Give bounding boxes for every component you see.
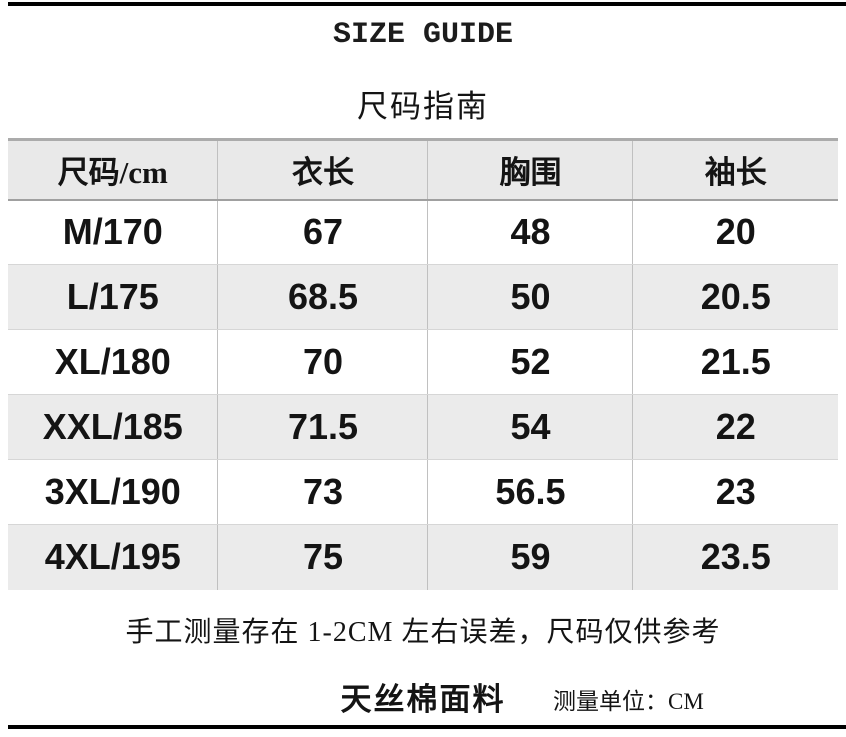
table-body: M/170 67 48 20 L/175 68.5 50 20.5 XL/180 70 52 21.5… (8, 199, 838, 590)
measurement-cell: 23 (632, 459, 838, 525)
bottom-rule (8, 725, 846, 729)
measure-unit-label: 测量单位：CM (553, 689, 704, 714)
column-header: 袖长 (632, 139, 838, 201)
table-row: XXL/185 71.5 54 22 (8, 394, 838, 460)
measurement-cell: 22 (632, 394, 838, 460)
measurement-cell: 20 (632, 199, 838, 265)
measurement-cell: 70 (217, 329, 429, 395)
measurement-cell: 52 (427, 329, 634, 395)
table-row: XL/180 70 52 21.5 (8, 329, 838, 395)
measurement-cell: 67 (217, 199, 429, 265)
measurement-cell: 23.5 (700, 536, 771, 578)
table-row: M/170 67 48 20 (8, 199, 838, 265)
measurement-cell: 54 (427, 394, 634, 460)
column-header: 衣长 (217, 139, 429, 201)
measurement-cell: 75 (217, 524, 429, 590)
table-row: 4XL/195 75 59 23.5 (8, 524, 838, 590)
size-cell: XXL/185 (8, 394, 219, 460)
tolerance-note: 手工测量存在 1-2CM 左右误差，尺码仅供参考 (125, 617, 721, 648)
page-subtitle: 尺码指南 (357, 89, 489, 124)
column-header: 胸围 (427, 139, 634, 201)
measurement-cell: 56.5 (427, 459, 634, 525)
measurement-cell: 68.5 (217, 264, 429, 330)
size-table: 尺码/cm 衣长 胸围 袖长 M/170 67 48 20 L/175 68.5 50 20.5 XL… (8, 138, 838, 590)
fabric-label: 天丝棉面料 (340, 682, 506, 717)
size-cell: 3XL/190 (8, 459, 219, 525)
page-title: SIZE GUIDE (332, 18, 514, 52)
measurement-cell: 71.5 (217, 394, 429, 460)
column-header: 尺码/cm (8, 139, 219, 201)
measurement-cell: 59 (427, 524, 634, 590)
size-cell: L/175 (8, 264, 219, 330)
measurement-cell: 48 (427, 199, 634, 265)
size-cell: M/170 (8, 199, 219, 265)
measurement-cell: 73 (217, 459, 429, 525)
table-row: 3XL/190 73 56.5 23 (8, 459, 838, 525)
table-row: L/175 68.5 50 20.5 (8, 264, 838, 330)
measurement-cell: 20.5 (632, 264, 838, 330)
fabric-row: 天丝棉面料 测量单位：CM (0, 674, 846, 719)
size-cell: 4XL/195 (8, 524, 219, 590)
top-rule (8, 2, 846, 6)
measurement-cell: 21.5 (632, 329, 838, 395)
size-cell: XL/180 (8, 329, 219, 395)
measurement-cell: 50 (427, 264, 634, 330)
table-header-row: 尺码/cm 衣长 胸围 袖长 (8, 139, 838, 201)
